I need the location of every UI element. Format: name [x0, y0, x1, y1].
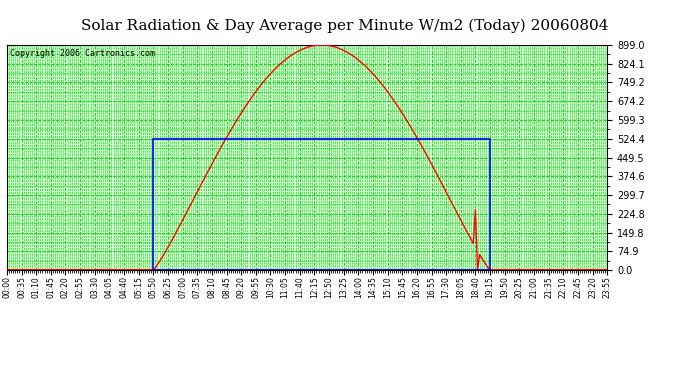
Text: Copyright 2006 Cartronics.com: Copyright 2006 Cartronics.com — [10, 50, 155, 58]
Text: Solar Radiation & Day Average per Minute W/m2 (Today) 20060804: Solar Radiation & Day Average per Minute… — [81, 19, 609, 33]
Bar — [153, 139, 490, 270]
